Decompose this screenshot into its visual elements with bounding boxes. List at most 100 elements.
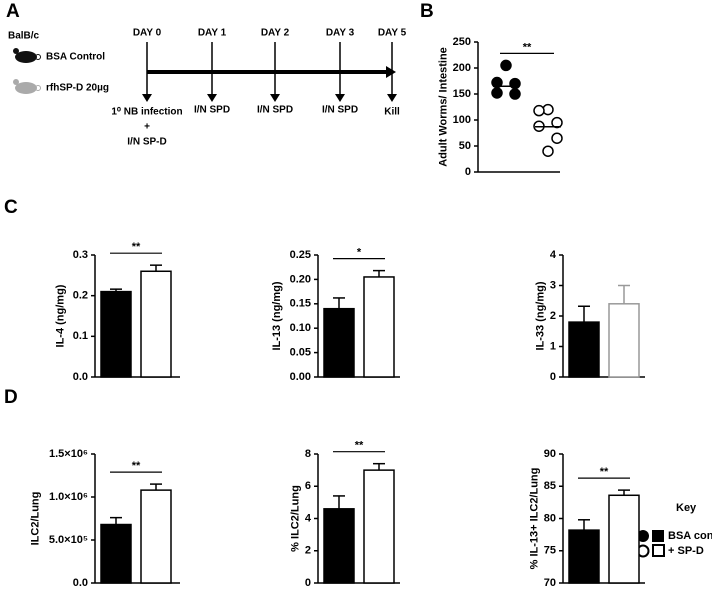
bar bbox=[323, 508, 355, 584]
day-arrowhead bbox=[207, 94, 217, 102]
day-label: DAY 2 bbox=[261, 28, 290, 39]
y-tick-label: 0.20 bbox=[290, 273, 311, 285]
group-label: rfhSP-D 20µg bbox=[46, 83, 109, 94]
y-axis-label: % ILC2/Lung bbox=[290, 485, 302, 552]
bar bbox=[100, 523, 132, 584]
y-axis-label: IL-33 (ng/mg) bbox=[535, 281, 547, 350]
significance-label: ** bbox=[132, 460, 141, 472]
bar bbox=[100, 290, 132, 378]
day-arrowhead bbox=[335, 94, 345, 102]
day-label: DAY 3 bbox=[326, 28, 355, 39]
significance-label: ** bbox=[132, 241, 141, 253]
dot bbox=[551, 132, 563, 144]
significance-label: ** bbox=[355, 440, 364, 452]
y-tick-label: 90 bbox=[544, 448, 556, 460]
y-tick-label: 0.05 bbox=[290, 347, 311, 359]
y-axis-label: IL-13 (ng/mg) bbox=[271, 281, 283, 350]
bar bbox=[140, 489, 172, 584]
y-tick-label: 1 bbox=[550, 340, 556, 352]
event-label: I/N SPD bbox=[257, 105, 293, 116]
bar bbox=[363, 469, 395, 584]
bar bbox=[363, 276, 395, 378]
y-tick-label: 2 bbox=[305, 545, 311, 557]
day-label: DAY 5 bbox=[378, 28, 407, 39]
y-axis-label: IL-4 (ng/mg) bbox=[54, 284, 66, 347]
bar bbox=[608, 494, 640, 584]
significance-label: ** bbox=[600, 466, 609, 478]
y-axis-label: ILC2/Lung bbox=[30, 492, 42, 546]
timeline-arrowhead bbox=[386, 66, 396, 78]
y-tick-label: 50 bbox=[459, 140, 471, 152]
y-tick-label: 75 bbox=[544, 545, 556, 557]
dot bbox=[551, 116, 563, 129]
key-icon bbox=[652, 530, 664, 542]
bar bbox=[608, 303, 640, 378]
y-axis-label: % IL-13+ ILC2/Lung bbox=[529, 468, 541, 570]
group-label: BSA Control bbox=[46, 52, 105, 63]
day-arrowhead bbox=[142, 94, 152, 102]
y-tick-label: 5.0×10⁵ bbox=[49, 534, 88, 546]
y-tick-label: 0.25 bbox=[290, 249, 311, 261]
key-icon bbox=[652, 544, 665, 557]
y-tick-label: 0 bbox=[465, 166, 471, 178]
strain: BalB/c bbox=[8, 31, 40, 42]
y-tick-label: 0.00 bbox=[290, 371, 311, 383]
event-label: I/N SPD bbox=[322, 105, 358, 116]
panel-label: B bbox=[420, 1, 434, 22]
dot bbox=[509, 88, 521, 100]
y-tick-label: 0.0 bbox=[73, 371, 88, 383]
y-tick-label: 6 bbox=[305, 480, 311, 492]
y-tick-label: 3 bbox=[550, 279, 556, 291]
mouse-icon bbox=[13, 79, 41, 94]
y-tick-label: 150 bbox=[453, 88, 471, 100]
key-entry: + SP-D bbox=[668, 545, 704, 557]
y-tick-label: 0 bbox=[305, 577, 311, 589]
y-tick-label: 0.2 bbox=[73, 290, 88, 302]
bar bbox=[568, 321, 600, 378]
significance-label: ** bbox=[523, 41, 532, 53]
y-tick-label: 0.0 bbox=[73, 577, 88, 589]
y-tick-label: 4 bbox=[305, 512, 312, 524]
y-tick-label: 250 bbox=[453, 36, 471, 48]
y-tick-label: 1.0×10⁶ bbox=[49, 491, 88, 503]
bar bbox=[140, 270, 172, 378]
dot bbox=[509, 77, 521, 90]
y-tick-label: 4 bbox=[550, 249, 557, 261]
significance-label: * bbox=[357, 247, 362, 259]
day-arrowhead bbox=[387, 94, 397, 102]
event-label: I/N SPD bbox=[194, 105, 230, 116]
y-tick-label: 8 bbox=[305, 448, 311, 460]
day-label: DAY 1 bbox=[198, 28, 227, 39]
dot bbox=[500, 59, 512, 72]
y-tick-label: 200 bbox=[453, 62, 471, 74]
event-label: 1⁰ NB infection bbox=[111, 107, 182, 118]
panel-label: D bbox=[4, 387, 18, 408]
y-tick-label: 0.1 bbox=[73, 330, 88, 342]
y-tick-label: 85 bbox=[544, 480, 556, 492]
event-label: + bbox=[144, 122, 150, 133]
panel-label: C bbox=[4, 197, 18, 218]
y-tick-label: 0.15 bbox=[290, 298, 311, 310]
day-label: DAY 0 bbox=[133, 28, 162, 39]
key-entry: BSA control bbox=[668, 530, 712, 542]
y-tick-label: 0.3 bbox=[73, 249, 88, 261]
y-tick-label: 1.5×10⁶ bbox=[49, 448, 88, 460]
event-label: I/N SP-D bbox=[127, 137, 166, 148]
y-tick-label: 0 bbox=[550, 371, 556, 383]
dot bbox=[533, 104, 545, 117]
dot bbox=[491, 87, 503, 99]
key-title: Key bbox=[676, 502, 697, 514]
y-tick-label: 100 bbox=[453, 114, 471, 126]
day-arrowhead bbox=[270, 94, 280, 102]
bar bbox=[323, 307, 355, 378]
bar bbox=[568, 529, 600, 584]
key-icon bbox=[637, 530, 649, 542]
y-tick-label: 2 bbox=[550, 310, 556, 322]
mouse-icon bbox=[13, 48, 41, 63]
y-tick-label: 0.10 bbox=[290, 322, 311, 334]
panel-label: A bbox=[6, 1, 20, 22]
y-tick-label: 70 bbox=[544, 577, 556, 589]
dot bbox=[542, 145, 554, 157]
event-label: Kill bbox=[384, 107, 400, 118]
